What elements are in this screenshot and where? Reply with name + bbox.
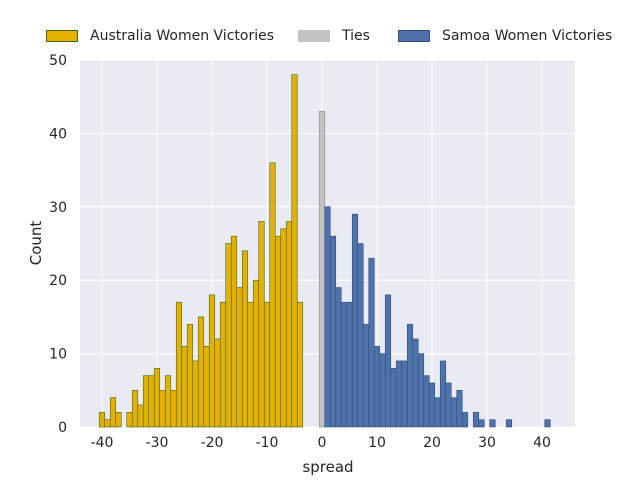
histogram-bar — [98, 412, 106, 428]
histogram-bar — [445, 382, 452, 428]
y-tick-label: 20 — [49, 273, 67, 289]
legend-swatch-ties — [298, 30, 330, 42]
histogram-bar — [126, 412, 133, 428]
histogram-bar — [236, 287, 243, 428]
histogram-bar — [373, 345, 381, 428]
histogram-bar — [472, 412, 480, 428]
x-tick-label: 40 — [533, 435, 551, 451]
histogram-bar — [406, 323, 414, 428]
histogram-bar — [368, 257, 375, 428]
histogram-bar — [318, 111, 326, 428]
histogram-bar — [329, 235, 337, 428]
y-tick-label: 0 — [58, 420, 67, 436]
x-tick-label: -40 — [91, 435, 114, 451]
histogram-bar — [417, 353, 425, 428]
y-tick-label: 30 — [49, 200, 67, 216]
histogram-bar — [203, 345, 210, 428]
histogram-bar — [478, 419, 485, 428]
y-tick-label: 50 — [49, 53, 67, 69]
histogram-bar — [434, 397, 441, 428]
histogram-bar — [456, 389, 463, 428]
histogram-bar — [395, 360, 403, 428]
histogram-bar — [115, 412, 122, 428]
x-tick-label: 20 — [423, 435, 441, 451]
histogram-bar — [384, 294, 392, 428]
histogram-bar — [439, 360, 447, 428]
histogram-bar — [428, 382, 436, 428]
histogram-bar — [164, 375, 172, 428]
legend-item-australia: Australia Women Victories — [46, 26, 274, 46]
histogram-bar — [230, 235, 238, 428]
x-tick-label: -10 — [256, 435, 279, 451]
legend-item-samoa: Samoa Women Victories — [398, 26, 612, 46]
histogram-bar — [544, 419, 551, 428]
x-tick-label: -20 — [201, 435, 224, 451]
histogram-bar — [362, 323, 370, 428]
y-axis-label: Count — [27, 221, 45, 266]
x-tick-label: 30 — [478, 435, 496, 451]
histogram-bar — [153, 367, 161, 428]
histogram-bar — [219, 301, 227, 428]
histogram-bar — [263, 301, 271, 428]
legend-label-samoa: Samoa Women Victories — [442, 28, 613, 44]
histogram-bar — [252, 279, 260, 428]
histogram-bar — [192, 360, 199, 428]
histogram-bar — [461, 412, 469, 428]
histogram-bar — [412, 338, 419, 428]
histogram-bar — [137, 404, 144, 428]
histogram-bar — [291, 74, 298, 428]
legend-swatch-samoa — [398, 30, 430, 42]
histogram-bar — [181, 345, 188, 428]
x-tick-label: 10 — [368, 435, 386, 451]
histogram-bar — [401, 360, 408, 428]
legend-label-ties: Ties — [342, 28, 370, 44]
histogram-bar — [324, 206, 331, 428]
histogram-bar — [285, 221, 293, 428]
histogram-bar — [505, 419, 513, 428]
y-tick-label: 40 — [49, 126, 67, 142]
histogram-bar — [351, 213, 359, 428]
histogram-bar — [197, 316, 205, 428]
histogram-bar — [379, 353, 386, 428]
histogram-bar — [208, 294, 216, 428]
histogram-bar — [131, 389, 139, 428]
histogram-bar — [489, 419, 496, 428]
histogram-bar — [357, 243, 364, 428]
legend-item-ties: Ties — [298, 26, 370, 46]
histogram-bar — [225, 243, 232, 428]
histogram-bar — [104, 419, 111, 428]
legend-swatch-australia — [46, 30, 78, 42]
histogram-bar — [258, 221, 265, 428]
x-axis-label: spread — [302, 458, 353, 476]
histogram-bar — [247, 301, 254, 428]
histogram-bar — [450, 397, 458, 428]
histogram-bar — [269, 162, 276, 428]
x-tick-label: -30 — [146, 435, 169, 451]
histogram-bar — [148, 375, 155, 428]
histogram-bar — [109, 397, 117, 428]
histogram-bar — [346, 301, 353, 428]
histogram-bar — [241, 250, 249, 428]
histogram-bar — [280, 228, 287, 428]
histogram-bar — [335, 287, 342, 428]
histogram-bar — [390, 367, 397, 428]
histogram-bar — [175, 301, 183, 428]
histogram-bar — [423, 375, 430, 428]
x-tick-label: 0 — [318, 435, 327, 451]
legend: Australia Women Victories Ties Samoa Wom… — [0, 24, 640, 48]
histogram-bar — [296, 301, 304, 428]
histogram-bar — [274, 235, 282, 428]
histogram-bar — [214, 338, 221, 428]
histogram-bar — [142, 375, 150, 428]
histogram-bar — [186, 323, 194, 428]
histogram-bar — [159, 389, 166, 428]
legend-label-australia: Australia Women Victories — [90, 28, 275, 44]
y-tick-label: 10 — [49, 347, 67, 363]
histogram-bar — [170, 389, 177, 428]
histogram-bar — [340, 301, 348, 428]
